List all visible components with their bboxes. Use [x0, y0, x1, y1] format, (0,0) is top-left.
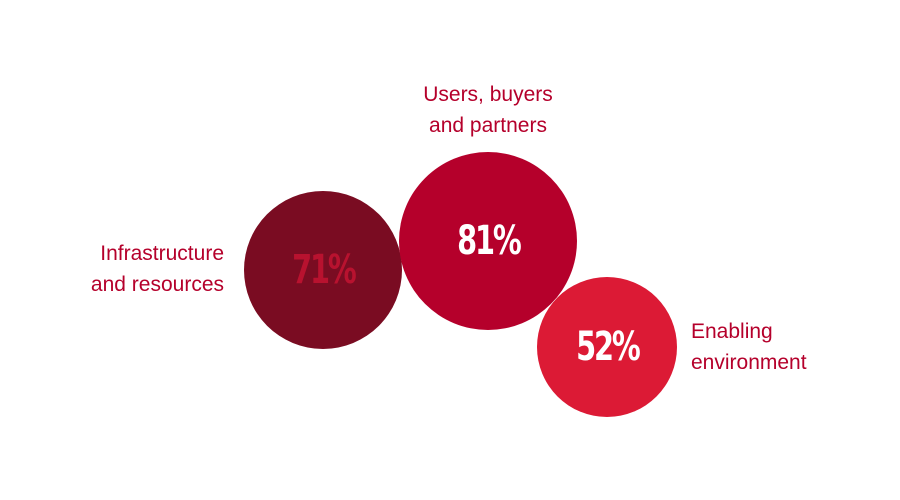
- label-infrastructure-line2: and resources: [90, 273, 224, 296]
- label-users-line1: Users, buyers: [423, 83, 553, 106]
- bubble-users: 81%: [399, 152, 577, 330]
- bubble-enabling: 52%: [537, 277, 677, 417]
- bubble-enabling-value: 52%: [575, 324, 641, 370]
- bubble-infrastructure-value: 71%: [291, 247, 357, 293]
- label-enabling: Enabling environment: [691, 316, 807, 378]
- bubble-infrastructure: 71%: [244, 191, 402, 349]
- label-enabling-line1: Enabling: [691, 320, 773, 343]
- bubble-users-value: 81%: [456, 218, 522, 264]
- label-infrastructure: Infrastructure and resources: [91, 238, 224, 300]
- label-enabling-line2: environment: [691, 351, 807, 374]
- label-users-line2: and partners: [429, 114, 547, 137]
- label-infrastructure-line1: Infrastructure: [100, 242, 224, 265]
- label-users: Users, buyers and partners: [388, 79, 588, 141]
